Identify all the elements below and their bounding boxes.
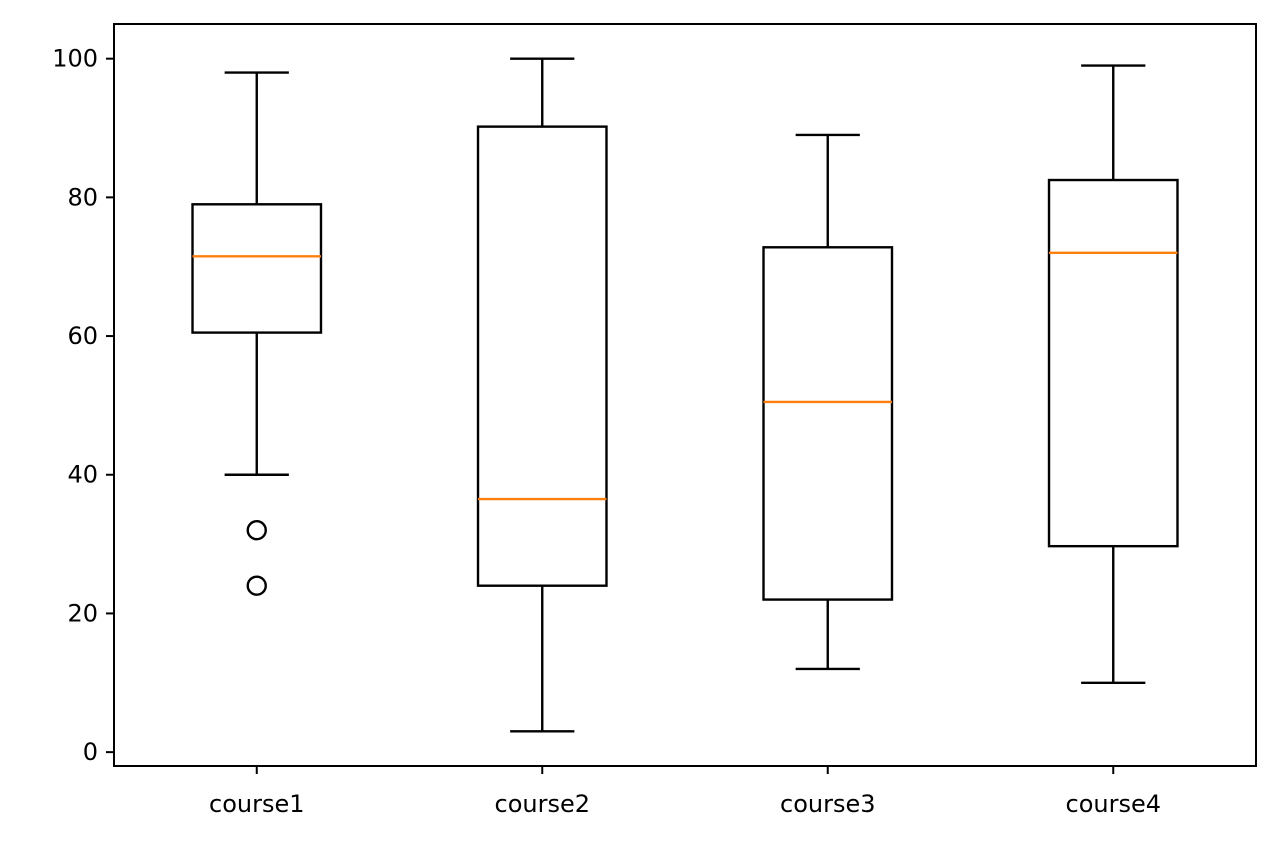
x-tick-label: course3 (780, 790, 876, 818)
y-tick-label: 80 (67, 183, 98, 211)
y-tick-label: 60 (67, 322, 98, 350)
x-tick-label: course1 (209, 790, 305, 818)
box-group-course2 (476, 57, 608, 733)
flier-point (246, 520, 267, 541)
y-tick-label: 100 (52, 45, 98, 73)
box (476, 125, 608, 587)
y-tick-label: 0 (83, 738, 98, 766)
box-group-course1 (191, 71, 323, 596)
box (191, 203, 323, 334)
box-group-course3 (762, 133, 894, 671)
x-tick-label: course2 (495, 790, 591, 818)
box-group-course4 (1047, 64, 1179, 684)
y-tick-label: 40 (67, 461, 98, 489)
y-tick-label: 20 (67, 599, 98, 627)
plot-frame (113, 23, 1257, 767)
x-tick-label: course4 (1066, 790, 1162, 818)
box (762, 246, 894, 601)
flier-point (246, 575, 267, 596)
box (1047, 178, 1179, 548)
axes: 0 20 40 60 80 100 course1 course2 course3 course4 (52, 23, 1257, 818)
plot-area (191, 57, 1179, 733)
